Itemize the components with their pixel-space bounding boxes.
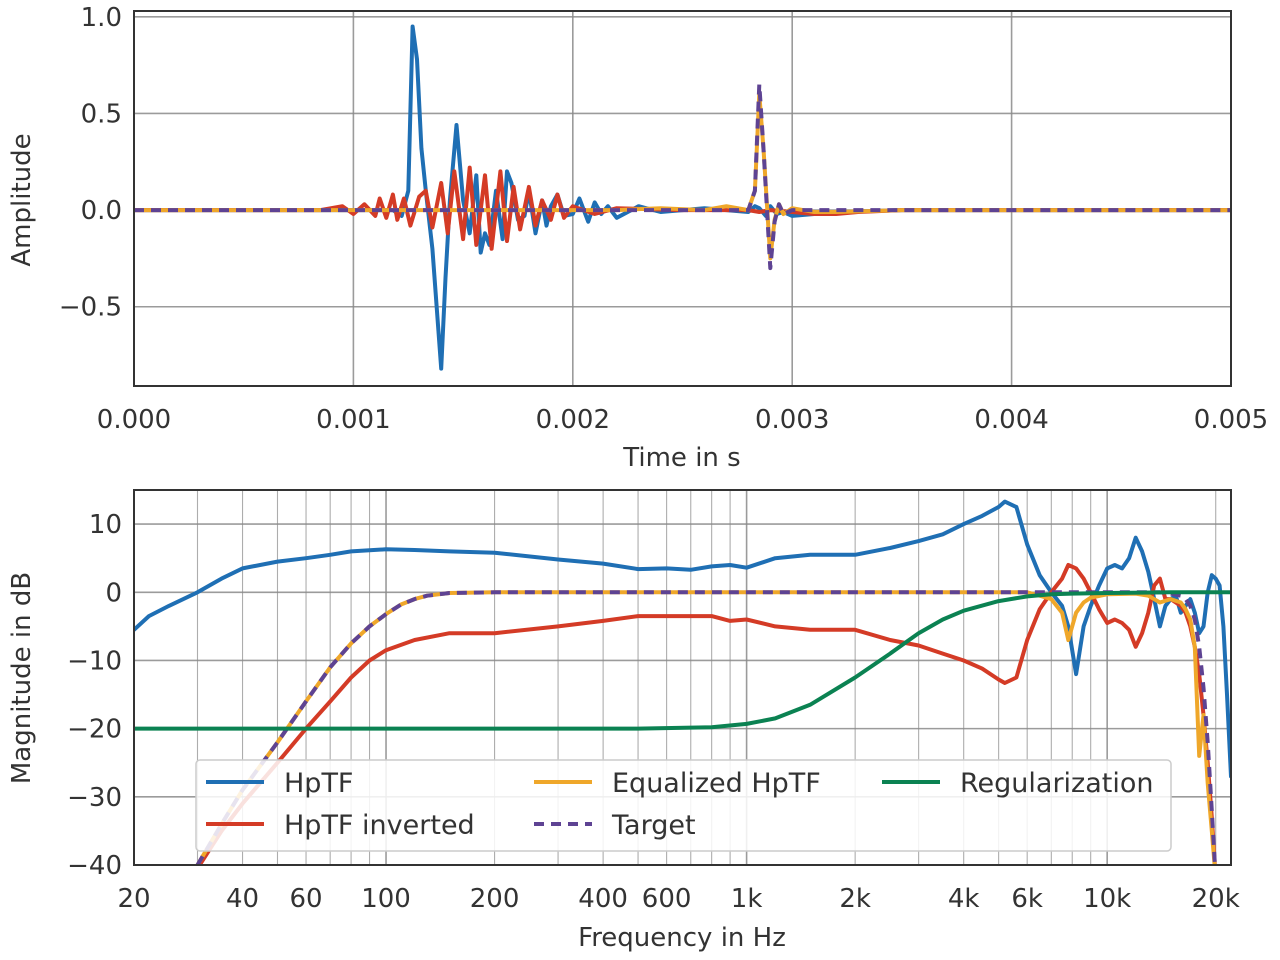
p1-series-equalized-hptf [195, 590, 1217, 865]
p1-ytick-label: −10 [67, 646, 122, 676]
p1-ytick-label: 10 [89, 510, 122, 540]
p1-xtick-label: 20k [1192, 884, 1240, 914]
time-plot-series [134, 24, 1231, 371]
p1-xtick-label: 4k [948, 884, 980, 914]
p0-xtick-label: 0.002 [536, 405, 610, 435]
time-plot-frame [133, 10, 1232, 387]
p1-xtick-label: 400 [578, 884, 628, 914]
p1-ytick-label: −20 [67, 715, 122, 745]
p1-series-target [195, 590, 1217, 865]
p0-xtick-label: 0.005 [1194, 405, 1268, 435]
p0-xtick-label: 0.001 [316, 405, 390, 435]
time-plot-ticks: 0.000 0.001 0.002 0.003 0.004 0.005 1.0 0.5 0.0 −… [59, 3, 1268, 435]
p1-ytick-label: −40 [67, 851, 122, 881]
p1-ytick-label: 0 [105, 578, 122, 608]
frequency-plot-x-axis-label: Frequency in Hz [578, 923, 786, 953]
p1-xtick-label: 1k [731, 884, 763, 914]
time-plot: 0.000 0.001 0.002 0.003 0.004 0.005 1.0 0.5 0.0 −… [7, 3, 1268, 473]
p1-xtick-label: 20 [117, 884, 150, 914]
frequency-plot-series [134, 499, 1231, 865]
p1-series-regularization [134, 590, 1231, 731]
legend-label-target: Target [611, 810, 696, 841]
p0-ytick-label: 1.0 [81, 3, 122, 33]
legend-label-equalized-hptf: Equalized HpTF [612, 768, 821, 799]
p1-xtick-label: 10k [1083, 884, 1131, 914]
legend-label-hptf: HpTF [284, 768, 353, 799]
p0-series-hptf [134, 24, 1231, 371]
p0-ytick-label: 0.0 [81, 196, 122, 226]
p0-xtick-label: 0.003 [755, 405, 829, 435]
p0-series-hptf-inverted [134, 165, 1231, 251]
p1-xtick-label: 600 [642, 884, 692, 914]
frequency-plot: HpTF HpTF inverted Equalized HpTF Target Reg… [7, 489, 1240, 953]
time-plot-grid [133, 11, 1232, 386]
p0-xtick-label: 0.000 [97, 405, 171, 435]
legend-label-hptf-inverted: HpTF inverted [284, 810, 475, 841]
p0-series-equalized-hptf [134, 92, 1231, 261]
p1-xtick-label: 6k [1011, 884, 1043, 914]
p0-ytick-label: 0.5 [81, 99, 122, 129]
p1-xtick-label: 60 [289, 884, 322, 914]
frequency-plot-ticks: 20 40 60 100 200 400 600 1k 2k 4k 6k 10k 20k100−10−2… [67, 510, 1240, 914]
p1-ytick-label: −30 [67, 783, 122, 813]
p1-xtick-label: 2k [839, 884, 871, 914]
p1-xtick-label: 40 [226, 884, 259, 914]
frequency-plot-y-axis-label: Magnitude in dB [7, 572, 37, 784]
p0-xtick-label: 0.004 [974, 405, 1048, 435]
legend-label-regularization: Regularization [960, 768, 1154, 799]
p1-xtick-label: 200 [470, 884, 520, 914]
p0-ytick-label: −0.5 [59, 293, 122, 323]
p1-xtick-label: 100 [361, 884, 411, 914]
frequency-plot-frame [133, 489, 1232, 866]
legend: HpTF HpTF inverted Equalized HpTF Target Reg… [195, 759, 1172, 852]
p0-series-target [134, 82, 1231, 271]
time-plot-y-axis-label: Amplitude [7, 133, 37, 266]
time-plot-x-axis-label: Time in s [622, 443, 740, 473]
